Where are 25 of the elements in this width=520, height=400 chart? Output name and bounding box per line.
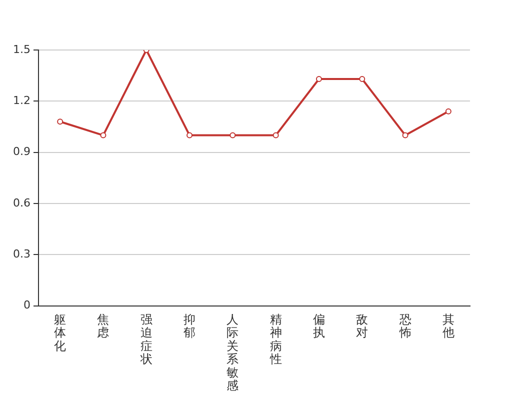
point — [272, 132, 279, 138]
point — [186, 132, 193, 138]
point — [230, 132, 236, 138]
y-tick-label: 1.5 — [12, 42, 30, 56]
y-tick-label: 1.2 — [12, 94, 30, 108]
x-tick-label: 偏执 — [312, 312, 325, 340]
point — [402, 132, 408, 138]
point — [316, 76, 322, 82]
point — [57, 118, 64, 125]
y-tick-label: 0 — [23, 298, 30, 312]
x-tick-label: 抑郁 — [184, 312, 196, 340]
x-tick-label: 强迫症状 — [139, 312, 152, 366]
y-tick-label: 0.3 — [12, 248, 30, 260]
x-tick-label: 其他 — [442, 312, 454, 340]
x-tick-label: 精神病性 — [268, 312, 282, 366]
x-tick-label: 躯体化 — [54, 312, 66, 353]
x-tick-label: 焦虑 — [97, 312, 110, 340]
x-tick-label: 敌对 — [356, 312, 368, 340]
x-tick-label: 人际关系敏感 — [226, 312, 239, 393]
y-tick-label: 0.6 — [12, 196, 30, 210]
point — [359, 76, 366, 82]
point — [100, 132, 106, 138]
x-tick-label: 恐怖 — [398, 312, 412, 340]
point — [445, 108, 452, 114]
y-tick-label: 0.9 — [12, 145, 30, 158]
